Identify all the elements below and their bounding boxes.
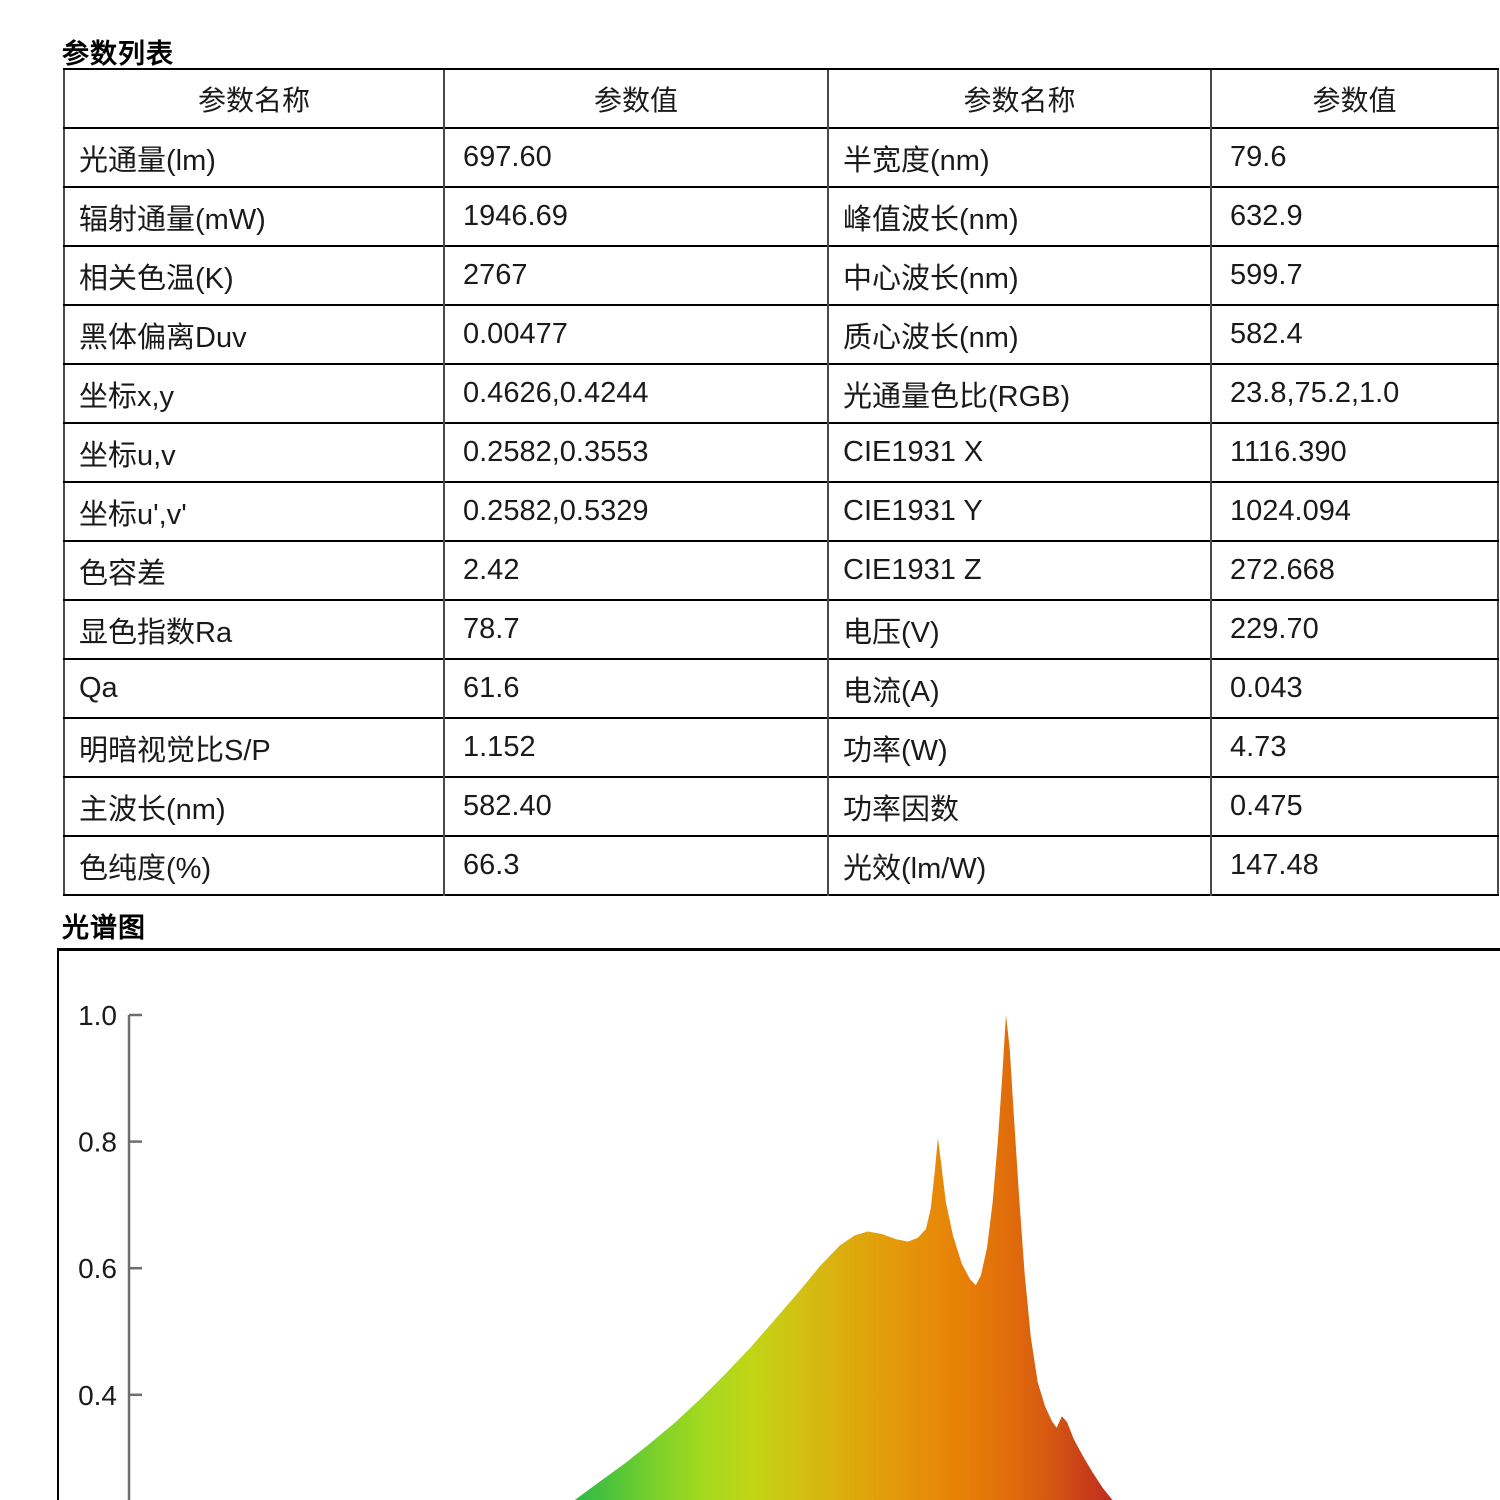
param-value-cell: 599.7	[1210, 245, 1498, 305]
y-tick-label: 0.6	[78, 1253, 117, 1284]
param-value-cell: 697.60	[443, 127, 828, 187]
param-value-cell: 229.70	[1210, 599, 1498, 659]
header-param-name-1: 参数名称	[64, 68, 444, 128]
param-name-cell: 坐标u,v	[64, 422, 444, 482]
param-name-cell: 显色指数Ra	[64, 599, 444, 659]
table-header-row: 参数名称 参数值 参数名称 参数值	[64, 68, 1498, 128]
y-tick-label: 1.0	[78, 1000, 117, 1031]
param-name-cell: 坐标u',v'	[64, 481, 444, 541]
param-name-cell: 电流(A)	[827, 658, 1211, 718]
spectrum-plot: 1.0 0.8 0.6 0.4	[78, 1000, 1113, 1500]
param-name-cell: 辐射通量(mW)	[64, 186, 444, 246]
param-name-cell: CIE1931 Y	[827, 481, 1211, 541]
param-value-cell: 0.00477	[443, 304, 828, 364]
param-value-cell: 0.043	[1210, 658, 1498, 718]
param-name-cell: 半宽度(nm)	[827, 127, 1211, 187]
param-name-cell: 相关色温(K)	[64, 245, 444, 305]
table-row: 显色指数Ra 78.7 电压(V) 229.70	[64, 599, 1498, 659]
parameter-list-title: 参数列表	[62, 39, 174, 69]
param-value-cell: 0.4626,0.4244	[443, 363, 828, 423]
param-value-cell: 2.42	[443, 540, 828, 600]
param-value-cell: 147.48	[1210, 835, 1498, 895]
param-name-cell: 功率(W)	[827, 717, 1211, 777]
header-param-value-1: 参数值	[443, 68, 828, 128]
y-tick-label: 0.8	[78, 1127, 117, 1158]
param-value-cell: 1024.094	[1210, 481, 1498, 541]
param-value-cell: 582.4	[1210, 304, 1498, 364]
param-value-cell: 1.152	[443, 717, 828, 777]
parameter-table: 参数名称 参数值 参数名称 参数值 光通量(lm) 697.60 半宽度(nm) 79…	[63, 68, 1499, 896]
param-name-cell: 功率因数	[827, 776, 1211, 836]
table-row: 明暗视觉比S/P 1.152 功率(W) 4.73	[64, 717, 1498, 777]
param-name-cell: 光效(lm/W)	[827, 835, 1211, 895]
param-name-cell: 中心波长(nm)	[827, 245, 1211, 305]
table-row: 光通量(lm) 697.60 半宽度(nm) 79.6	[64, 127, 1498, 187]
param-value-cell: 66.3	[443, 835, 828, 895]
spectrum-chart: 1.0 0.8 0.6 0.4	[57, 948, 1500, 1500]
param-value-cell: 1946.69	[443, 186, 828, 246]
param-value-cell: 4.73	[1210, 717, 1498, 777]
table-row: 坐标x,y 0.4626,0.4244 光通量色比(RGB) 23.8,75.2,1.…	[64, 363, 1498, 423]
param-name-cell: 黑体偏离Duv	[64, 304, 444, 364]
param-name-cell: CIE1931 Z	[827, 540, 1211, 600]
param-name-cell: 电压(V)	[827, 599, 1211, 659]
param-value-cell: 1116.390	[1210, 422, 1498, 482]
param-name-cell: Qa	[64, 658, 444, 718]
header-param-value-2: 参数值	[1210, 68, 1498, 128]
param-name-cell: 色容差	[64, 540, 444, 600]
param-value-cell: 61.6	[443, 658, 828, 718]
table-row: Qa 61.6 电流(A) 0.043	[64, 658, 1498, 718]
param-value-cell: 2767	[443, 245, 828, 305]
spectrum-chart-title: 光谱图	[62, 913, 146, 943]
table-row: 主波长(nm) 582.40 功率因数 0.475	[64, 776, 1498, 836]
param-value-cell: 582.40	[443, 776, 828, 836]
param-name-cell: 主波长(nm)	[64, 776, 444, 836]
param-value-cell: 79.6	[1210, 127, 1498, 187]
table-row: 黑体偏离Duv 0.00477 质心波长(nm) 582.4	[64, 304, 1498, 364]
table-row: 相关色温(K) 2767 中心波长(nm) 599.7	[64, 245, 1498, 305]
param-value-cell: 0.475	[1210, 776, 1498, 836]
y-axis: 1.0 0.8 0.6 0.4	[78, 1000, 142, 1500]
table-row: 色纯度(%) 66.3 光效(lm/W) 147.48	[64, 835, 1498, 895]
param-name-cell: 明暗视觉比S/P	[64, 717, 444, 777]
param-value-cell: 272.668	[1210, 540, 1498, 600]
param-name-cell: 光通量(lm)	[64, 127, 444, 187]
param-name-cell: 质心波长(nm)	[827, 304, 1211, 364]
table-row: 坐标u',v' 0.2582,0.5329 CIE1931 Y 1024.094	[64, 481, 1498, 541]
param-value-cell: 78.7	[443, 599, 828, 659]
table-row: 色容差 2.42 CIE1931 Z 272.668	[64, 540, 1498, 600]
y-tick-label: 0.4	[78, 1380, 117, 1411]
table-row: 辐射通量(mW) 1946.69 峰值波长(nm) 632.9	[64, 186, 1498, 246]
header-param-name-2: 参数名称	[827, 68, 1211, 128]
param-value-cell: 0.2582,0.3553	[443, 422, 828, 482]
spectrum-area	[575, 1015, 1113, 1500]
param-value-cell: 23.8,75.2,1.0	[1210, 363, 1498, 423]
param-value-cell: 632.9	[1210, 186, 1498, 246]
param-name-cell: 色纯度(%)	[64, 835, 444, 895]
param-name-cell: 峰值波长(nm)	[827, 186, 1211, 246]
param-name-cell: 光通量色比(RGB)	[827, 363, 1211, 423]
param-value-cell: 0.2582,0.5329	[443, 481, 828, 541]
table-row: 坐标u,v 0.2582,0.3553 CIE1931 X 1116.390	[64, 422, 1498, 482]
param-name-cell: 坐标x,y	[64, 363, 444, 423]
param-name-cell: CIE1931 X	[827, 422, 1211, 482]
